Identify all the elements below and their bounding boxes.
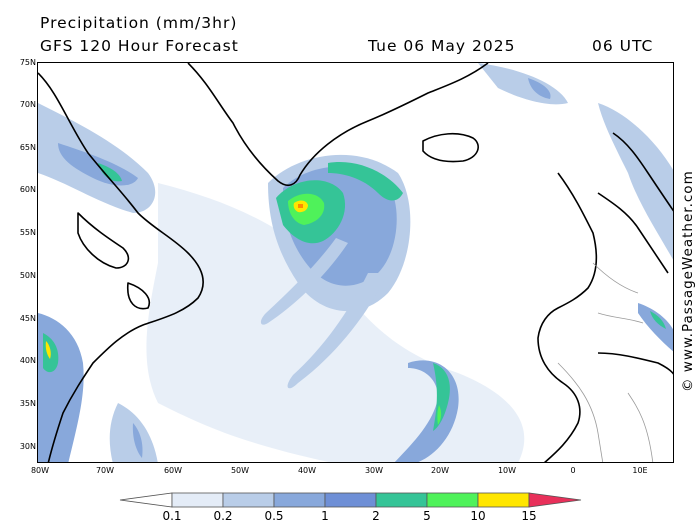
legend-swatch (426, 492, 479, 508)
lon-label-0: 0 (570, 466, 576, 475)
lon-label-50w: 50W (230, 466, 250, 475)
lat-label-60n: 60N (19, 185, 36, 194)
legend-tick: 0.2 (213, 509, 233, 523)
watermark: © www.PassageWeather.com (680, 170, 696, 392)
legend-tick: 15 (521, 509, 537, 523)
legend-swatch (222, 492, 275, 508)
border-layer (557, 262, 654, 462)
legend-min-arrow (119, 492, 173, 508)
map-title: Precipitation (mm/3hr) (40, 14, 238, 32)
lon-label-20w: 20W (430, 466, 450, 475)
coastline-layer (38, 63, 673, 462)
lat-label-40n: 40N (19, 356, 36, 365)
lat-label-50n: 50N (19, 271, 36, 280)
legend-tick: 0.5 (264, 509, 284, 523)
lat-label-45n: 45N (19, 314, 36, 323)
forecast-model-label: GFS 120 Hour Forecast (40, 37, 239, 55)
precipitation-layer (38, 63, 673, 462)
precipitation-map (37, 62, 674, 463)
forecast-date: Tue 06 May 2025 (368, 37, 516, 55)
lon-label-70w: 70W (95, 466, 115, 475)
lon-label-10w: 10W (497, 466, 517, 475)
legend-tick: 5 (423, 509, 431, 523)
lat-label-70n: 70N (19, 100, 36, 109)
legend-tick: 0.1 (162, 509, 182, 523)
legend-swatch (273, 492, 326, 508)
legend-swatch (375, 492, 428, 508)
legend-tick: 1 (321, 509, 329, 523)
legend-tick: 2 (372, 509, 380, 523)
lon-label-80w: 80W (30, 466, 50, 475)
lon-label-10e: 10E (632, 466, 648, 475)
map-canvas (38, 63, 673, 462)
lat-label-75n: 75N (19, 58, 36, 67)
lon-label-30w: 30W (364, 466, 384, 475)
lat-label-30n: 30N (19, 442, 36, 451)
lat-label-35n: 35N (19, 399, 36, 408)
legend-swatch (477, 492, 530, 508)
legend-tick: 10 (470, 509, 486, 523)
lat-label-55n: 55N (19, 228, 36, 237)
legend-swatch (324, 492, 377, 508)
lon-label-40w: 40W (297, 466, 317, 475)
color-legend (119, 492, 582, 508)
lon-label-60w: 60W (163, 466, 183, 475)
lat-label-65n: 65N (19, 143, 36, 152)
legend-max-arrow (528, 492, 582, 508)
forecast-time: 06 UTC (592, 37, 654, 55)
legend-swatch (171, 492, 224, 508)
